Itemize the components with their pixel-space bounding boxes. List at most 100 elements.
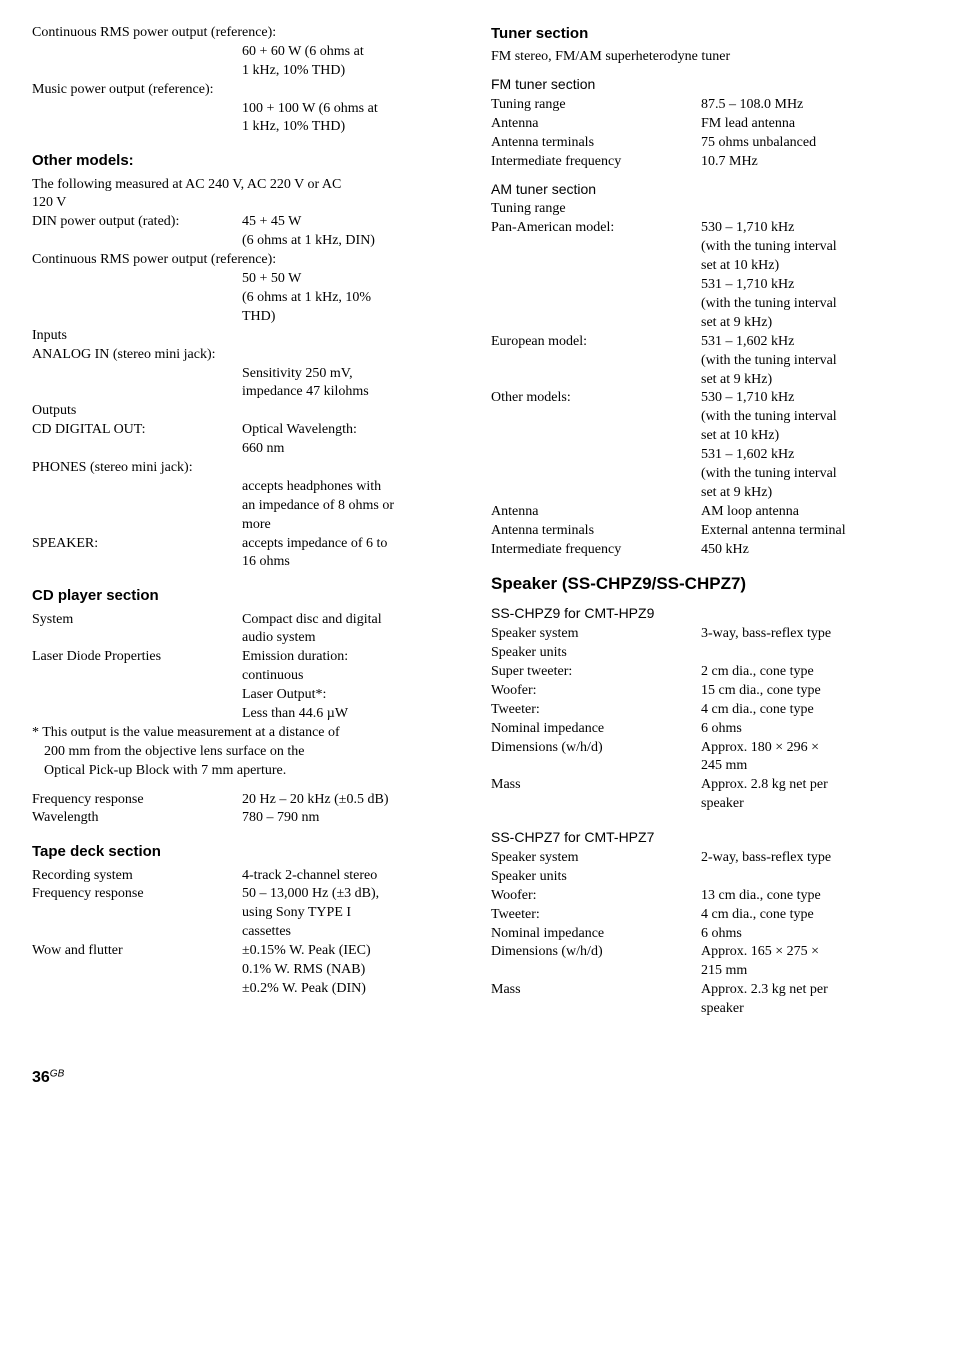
fm-subhead: FM tuner section bbox=[491, 75, 922, 94]
wow-val1: ±0.15% W. Peak (IEC) bbox=[242, 942, 463, 961]
continuous-rms-label: Continuous RMS power output (reference): bbox=[32, 24, 463, 43]
am-ant-row: Antenna AM loop antenna bbox=[491, 503, 922, 522]
sp9-tweet-row: Tweeter: 4 cm dia., cone type bbox=[491, 701, 922, 720]
pan-row: Pan-American model: 530 – 1,710 kHz bbox=[491, 219, 922, 238]
fm-tuning-label: Tuning range bbox=[491, 96, 701, 115]
rec-label: Recording system bbox=[32, 867, 242, 886]
fm-antenna-val: FM lead antenna bbox=[701, 115, 922, 134]
ldp-val2: continuous bbox=[242, 667, 463, 686]
fresp-row: Frequency response 50 – 13,000 Hz (±3 dB… bbox=[32, 885, 463, 904]
sp7-dim-val2: 215 mm bbox=[701, 962, 922, 981]
tape-head: Tape deck section bbox=[32, 842, 463, 862]
sp7-woof-val: 13 cm dia., cone type bbox=[701, 887, 922, 906]
sp9-mass-label: Mass bbox=[491, 776, 701, 795]
fresp-val1: 50 – 13,000 Hz (±3 dB), bbox=[242, 885, 463, 904]
pan-val6: set at 9 kHz) bbox=[701, 314, 922, 333]
sp9-dim-row: Dimensions (w/h/d) Approx. 180 × 296 × bbox=[491, 739, 922, 758]
ldp-val3: Laser Output*: bbox=[242, 686, 463, 705]
sp9-sys-label: Speaker system bbox=[491, 625, 701, 644]
am-ifreq-label: Intermediate frequency bbox=[491, 541, 701, 560]
fm-ifreq-label: Intermediate frequency bbox=[491, 153, 701, 172]
am-ant-val: AM loop antenna bbox=[701, 503, 922, 522]
crms2-label: Continuous RMS power output (reference): bbox=[32, 251, 463, 270]
speaker-val2: 16 ohms bbox=[242, 553, 463, 572]
cddig-label: CD DIGITAL OUT: bbox=[32, 421, 242, 440]
phones-val2: an impedance of 8 ohms or bbox=[242, 497, 463, 516]
eu-val1: 531 – 1,602 kHz bbox=[701, 333, 922, 352]
am-term-row: Antenna terminals External antenna termi… bbox=[491, 522, 922, 541]
system-row: System Compact disc and digital bbox=[32, 611, 463, 630]
sp9-supert-label: Super tweeter: bbox=[491, 663, 701, 682]
sp7-sys-row: Speaker system 2-way, bass-reflex type bbox=[491, 849, 922, 868]
wavelength-val: 780 – 790 nm bbox=[242, 809, 463, 828]
wow-row: Wow and flutter ±0.15% W. Peak (IEC) bbox=[32, 942, 463, 961]
din-label: DIN power output (rated): bbox=[32, 213, 242, 232]
sp9-woof-val: 15 cm dia., cone type bbox=[701, 682, 922, 701]
sp7-dim-val1: Approx. 165 × 275 × bbox=[701, 943, 922, 962]
wavelength-label: Wavelength bbox=[32, 809, 242, 828]
sp7-nom-row: Nominal impedance 6 ohms bbox=[491, 925, 922, 944]
sp9-nom-label: Nominal impedance bbox=[491, 720, 701, 739]
sp9-nom-val: 6 ohms bbox=[701, 720, 922, 739]
sp9-sys-val: 3-way, bass-reflex type bbox=[701, 625, 922, 644]
other-val4: 531 – 1,602 kHz bbox=[701, 446, 922, 465]
ldp-row: Laser Diode Properties Emission duration… bbox=[32, 648, 463, 667]
sp7-sys-label: Speaker system bbox=[491, 849, 701, 868]
sp7-mass-row: Mass Approx. 2.3 kg net per bbox=[491, 981, 922, 1000]
sp7-mass-label: Mass bbox=[491, 981, 701, 1000]
eu-row: European model: 531 – 1,602 kHz bbox=[491, 333, 922, 352]
inputs-label: Inputs bbox=[32, 327, 463, 346]
pan-label: Pan-American model: bbox=[491, 219, 701, 238]
outputs-label: Outputs bbox=[32, 402, 463, 421]
fm-antterm-val: 75 ohms unbalanced bbox=[701, 134, 922, 153]
fm-antenna-label: Antenna bbox=[491, 115, 701, 134]
sp7-mass-val1: Approx. 2.3 kg net per bbox=[701, 981, 922, 1000]
sp7-nom-label: Nominal impedance bbox=[491, 925, 701, 944]
page-region: GB bbox=[50, 1068, 64, 1079]
continuous-rms-val2: 1 kHz, 10% THD) bbox=[242, 62, 463, 81]
page-number: 36 bbox=[32, 1069, 50, 1086]
ldp-label: Laser Diode Properties bbox=[32, 648, 242, 667]
am-ifreq-row: Intermediate frequency 450 kHz bbox=[491, 541, 922, 560]
sp7-subhead: SS-CHPZ7 for CMT-HPZ7 bbox=[491, 828, 922, 847]
ldp-val1: Emission duration: bbox=[242, 648, 463, 667]
speaker-label: SPEAKER: bbox=[32, 535, 242, 554]
other-label: Other models: bbox=[491, 389, 701, 408]
sp7-woof-row: Woofer: 13 cm dia., cone type bbox=[491, 887, 922, 906]
sp7-dim-row: Dimensions (w/h/d) Approx. 165 × 275 × bbox=[491, 943, 922, 962]
system-label: System bbox=[32, 611, 242, 630]
sp9-mass-val1: Approx. 2.8 kg net per bbox=[701, 776, 922, 795]
other-val6: set at 9 kHz) bbox=[701, 484, 922, 503]
sp9-tweet-label: Tweeter: bbox=[491, 701, 701, 720]
rec-row: Recording system 4-track 2-channel stere… bbox=[32, 867, 463, 886]
sp9-nom-row: Nominal impedance 6 ohms bbox=[491, 720, 922, 739]
speaker-heavy-head: Speaker (SS-CHPZ9/SS-CHPZ7) bbox=[491, 573, 922, 596]
pan-val4: 531 – 1,710 kHz bbox=[701, 276, 922, 295]
page-footer: 36GB bbox=[32, 1067, 922, 1089]
two-column-layout: Continuous RMS power output (reference):… bbox=[32, 24, 922, 1019]
analog-in-label: ANALOG IN (stereo mini jack): bbox=[32, 346, 463, 365]
sp7-tweet-label: Tweeter: bbox=[491, 906, 701, 925]
sp7-woof-label: Woofer: bbox=[491, 887, 701, 906]
system-val2: audio system bbox=[242, 629, 463, 648]
wow-val3: ±0.2% W. Peak (DIN) bbox=[242, 980, 463, 999]
sp9-woof-row: Woofer: 15 cm dia., cone type bbox=[491, 682, 922, 701]
ldp-val4: Less than 44.6 µW bbox=[242, 705, 463, 724]
sp7-nom-val: 6 ohms bbox=[701, 925, 922, 944]
fm-antenna-row: Antenna FM lead antenna bbox=[491, 115, 922, 134]
left-column: Continuous RMS power output (reference):… bbox=[32, 24, 463, 1019]
tuner-head: Tuner section bbox=[491, 24, 922, 44]
cddig-val1: Optical Wavelength: bbox=[242, 421, 463, 440]
am-ifreq-val: 450 kHz bbox=[701, 541, 922, 560]
crms2-val3: THD) bbox=[242, 308, 463, 327]
tuner-line: FM stereo, FM/AM superheterodyne tuner bbox=[491, 48, 922, 67]
other-val5: (with the tuning interval bbox=[701, 465, 922, 484]
sp7-dim-label: Dimensions (w/h/d) bbox=[491, 943, 701, 962]
fresp-val3: cassettes bbox=[242, 923, 463, 942]
speaker-row: SPEAKER: accepts impedance of 6 to bbox=[32, 535, 463, 554]
fm-ifreq-val: 10.7 MHz bbox=[701, 153, 922, 172]
speaker-val1: accepts impedance of 6 to bbox=[242, 535, 463, 554]
wow-val2: 0.1% W. RMS (NAB) bbox=[242, 961, 463, 980]
other-val2: (with the tuning interval bbox=[701, 408, 922, 427]
cd-note2: 200 mm from the objective lens surface o… bbox=[32, 743, 463, 762]
